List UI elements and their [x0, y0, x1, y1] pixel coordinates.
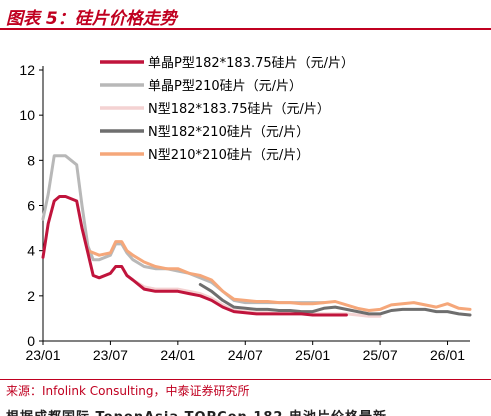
source-divider — [0, 379, 491, 380]
series-line — [86, 240, 472, 312]
legend-label: N型210*210硅片（元/片） — [148, 148, 309, 163]
series-line — [198, 283, 472, 317]
source-note: 来源：Infolink Consulting，中泰证券研究所 — [6, 384, 250, 398]
legend-label: N型182*210硅片（元/片） — [148, 125, 309, 140]
y-tick-label: 12 — [19, 62, 35, 78]
title-divider — [0, 28, 491, 30]
y-tick-label: 2 — [27, 288, 35, 304]
series-line — [41, 195, 348, 317]
y-tick-label: 4 — [27, 243, 35, 259]
x-tick-label: 23/01 — [25, 347, 60, 363]
legend-label: 单晶P型210硅片（元/片） — [148, 79, 302, 94]
x-tick-label: 25/01 — [295, 347, 330, 363]
series-line — [41, 154, 326, 305]
y-tick-label: 10 — [19, 107, 35, 123]
x-tick-label: 25/07 — [363, 347, 398, 363]
y-tick-label: 6 — [27, 198, 35, 214]
x-tick-label: 24/07 — [228, 347, 263, 363]
x-tick-label: 23/07 — [93, 347, 128, 363]
y-tick-label: 8 — [27, 152, 35, 168]
x-tick-label: 26/01 — [430, 347, 465, 363]
y-tick-label: 0 — [27, 333, 35, 349]
legend-label: N型182*183.75硅片（元/片） — [148, 102, 330, 117]
x-tick-label: 24/01 — [160, 347, 195, 363]
legend-label: 单晶P型182*183.75硅片（元/片） — [148, 56, 354, 71]
line-chart: 0 2 4 6 8 10 12 23/01 23/07 24/01 24/07 25/01 25/07 2… — [19, 56, 472, 363]
body-text-line: 根据成都国际 ToponAsia TOPCon 182 电池片价格最新 — [6, 406, 491, 416]
chart-title: 图表 5：硅片价格走势 — [6, 9, 177, 29]
body-text-cutoff: 根据成都国际 ToponAsia TOPCon 182 电池片价格最新 — [6, 402, 491, 416]
